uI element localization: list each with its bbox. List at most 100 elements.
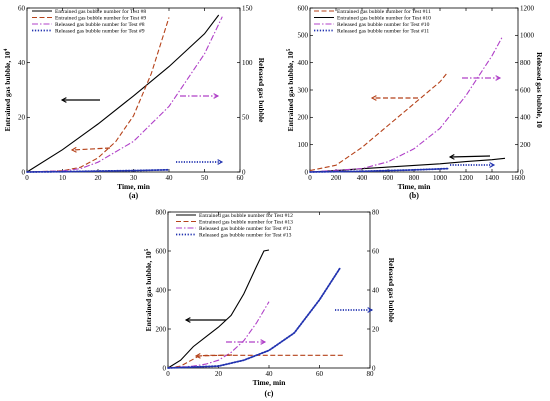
- y-left-axis-label-text: Entrained gas bubble, 10: [144, 251, 153, 331]
- x-tick-label: 20: [95, 174, 103, 182]
- series-line-1: [309, 71, 449, 172]
- axis-arrow-head: [495, 75, 502, 81]
- y-right-tick-label: 50: [242, 114, 250, 122]
- y-right-tick-label: 60: [372, 247, 380, 255]
- y-right-tick-label: 600: [520, 86, 531, 94]
- x-tick-label: 200: [331, 174, 342, 182]
- legend-entry: Released gas bubble number for Test #11: [337, 28, 429, 35]
- y-left-tick-label: 100: [298, 141, 309, 149]
- axis-arrow-head: [448, 154, 455, 160]
- y-right-tick-label: 200: [520, 141, 531, 149]
- series-line-4: [309, 167, 449, 173]
- y-left-tick-label: 0: [305, 168, 309, 176]
- legend-entry: Entrained gas bubble number for Test #11: [337, 8, 431, 15]
- x-tick-label: 0: [308, 174, 312, 182]
- x-tick-label: 20: [215, 370, 223, 378]
- axis-arrow-head: [184, 317, 191, 323]
- legend-entry: Entrained gas bubble number for Test #12: [199, 212, 293, 219]
- legend-entry: Entrained gas bubble number for Test #13: [199, 219, 293, 226]
- y-right-tick-label: 0: [242, 168, 246, 176]
- y-right-tick-label: 0: [520, 168, 524, 176]
- legend-entry: Released gas bubble number for Test #8: [55, 21, 145, 28]
- panel-label: (a): [129, 191, 139, 200]
- y-left-axis-label: Entrained gas bubble, 105: [286, 48, 295, 131]
- y-left-tick-label: 500: [298, 32, 309, 40]
- axis-arrow-head: [217, 159, 224, 165]
- y-left-axis-label-exponent: 5: [144, 248, 150, 251]
- x-tick-label: 400: [357, 174, 368, 182]
- x-tick-label: 60: [237, 174, 245, 182]
- y-left-axis-label: Entrained gas bubble, 104: [3, 48, 12, 131]
- x-tick-label: 10: [59, 174, 67, 182]
- x-tick-label: 800: [409, 174, 420, 182]
- legend-entry: Released gas bubble number for Test #12: [199, 225, 292, 232]
- x-tick-label: 1600: [511, 174, 526, 182]
- axis-arrow-line: [449, 155, 491, 158]
- y-left-tick-label: 300: [298, 86, 309, 94]
- series-line-4: [167, 267, 341, 369]
- y-left-tick-label: 20: [18, 114, 26, 122]
- axis-arrow-head: [367, 307, 374, 313]
- y-right-tick-label: 40: [372, 286, 380, 294]
- y-left-tick-label: 60: [18, 4, 26, 12]
- series-line-1: [167, 249, 270, 369]
- legend-entry: Entrained gas bubble number for Test #10: [337, 15, 431, 22]
- legend-entry: Entrained gas bubble number for Test #9: [55, 15, 146, 22]
- y-right-tick-label: 80: [372, 208, 380, 216]
- y-right-axis-label: Released gas bubble: [257, 58, 266, 123]
- y-right-tick-label: 20: [372, 325, 380, 333]
- y-left-axis-label-text: Entrained gas bubble, 10: [286, 51, 295, 131]
- y-left-tick-label: 0: [22, 168, 26, 176]
- y-left-tick-label: 40: [18, 59, 26, 67]
- axis-arrow-head: [194, 353, 201, 359]
- x-axis-label: Time, min: [253, 378, 287, 387]
- x-tick-label: 0: [25, 174, 29, 182]
- y-right-tick-label: 100: [242, 59, 253, 67]
- y-right-tick-label: 150: [242, 4, 253, 12]
- y-left-tick-label: 0: [163, 364, 167, 372]
- y-left-axis-label-exponent: 4: [3, 48, 9, 51]
- y-left-axis-label-exponent: 5: [286, 48, 292, 51]
- x-tick-label: 40: [166, 174, 174, 182]
- y-left-tick-label: 600: [298, 4, 309, 12]
- axis-arrow-head: [70, 146, 77, 153]
- x-axis-label: Time, min: [398, 182, 432, 191]
- chart-panel-2: 0 200 400 600 800 1000 1200 1400 160001002003004…: [286, 4, 544, 200]
- panel-label: (c): [265, 389, 274, 398]
- x-tick-label: 40: [266, 370, 274, 378]
- axis-arrow-head: [489, 162, 496, 168]
- y-right-axis-label: Released gas bubble: [387, 258, 396, 323]
- x-tick-label: 0: [166, 370, 170, 378]
- series-line-3: [309, 36, 503, 173]
- x-tick-label: 80: [367, 370, 375, 378]
- axis-arrow-head: [60, 97, 67, 103]
- y-left-tick-label: 200: [298, 114, 309, 122]
- x-tick-label: 60: [316, 370, 324, 378]
- x-tick-label: 600: [383, 174, 394, 182]
- y-left-tick-label: 400: [298, 59, 309, 67]
- legend-entry: Entrained gas bubble number for Test #8: [55, 8, 146, 15]
- y-right-tick-label: 400: [520, 114, 531, 122]
- x-axis-label: Time, min: [117, 182, 151, 191]
- axis-arrow-head: [213, 93, 220, 99]
- series-line-4: [26, 168, 170, 173]
- legend-entry: Released gas bubble number for Test #13: [199, 232, 292, 239]
- x-tick-label: 1200: [459, 174, 474, 182]
- x-tick-label: 1400: [485, 174, 500, 182]
- series-line-3: [26, 16, 223, 173]
- legend-entry: Released gas bubble number for Test #9: [55, 28, 145, 35]
- axis-arrow-line: [71, 147, 111, 151]
- series-line-1: [26, 14, 220, 173]
- x-tick-label: 1000: [433, 174, 448, 182]
- panel-label: (b): [409, 191, 419, 200]
- axis-arrow-head: [260, 339, 267, 345]
- y-left-tick-label: 400: [156, 286, 167, 294]
- series-line-3: [167, 301, 270, 369]
- y-right-tick-label: 1200: [520, 4, 535, 12]
- axis-arrow-line: [195, 354, 233, 357]
- y-left-axis-label-text: Entrained gas bubble, 10: [3, 51, 12, 131]
- y-right-axis-label: Released gas bubble, 10: [535, 52, 544, 128]
- y-right-tick-label: 0: [372, 364, 376, 372]
